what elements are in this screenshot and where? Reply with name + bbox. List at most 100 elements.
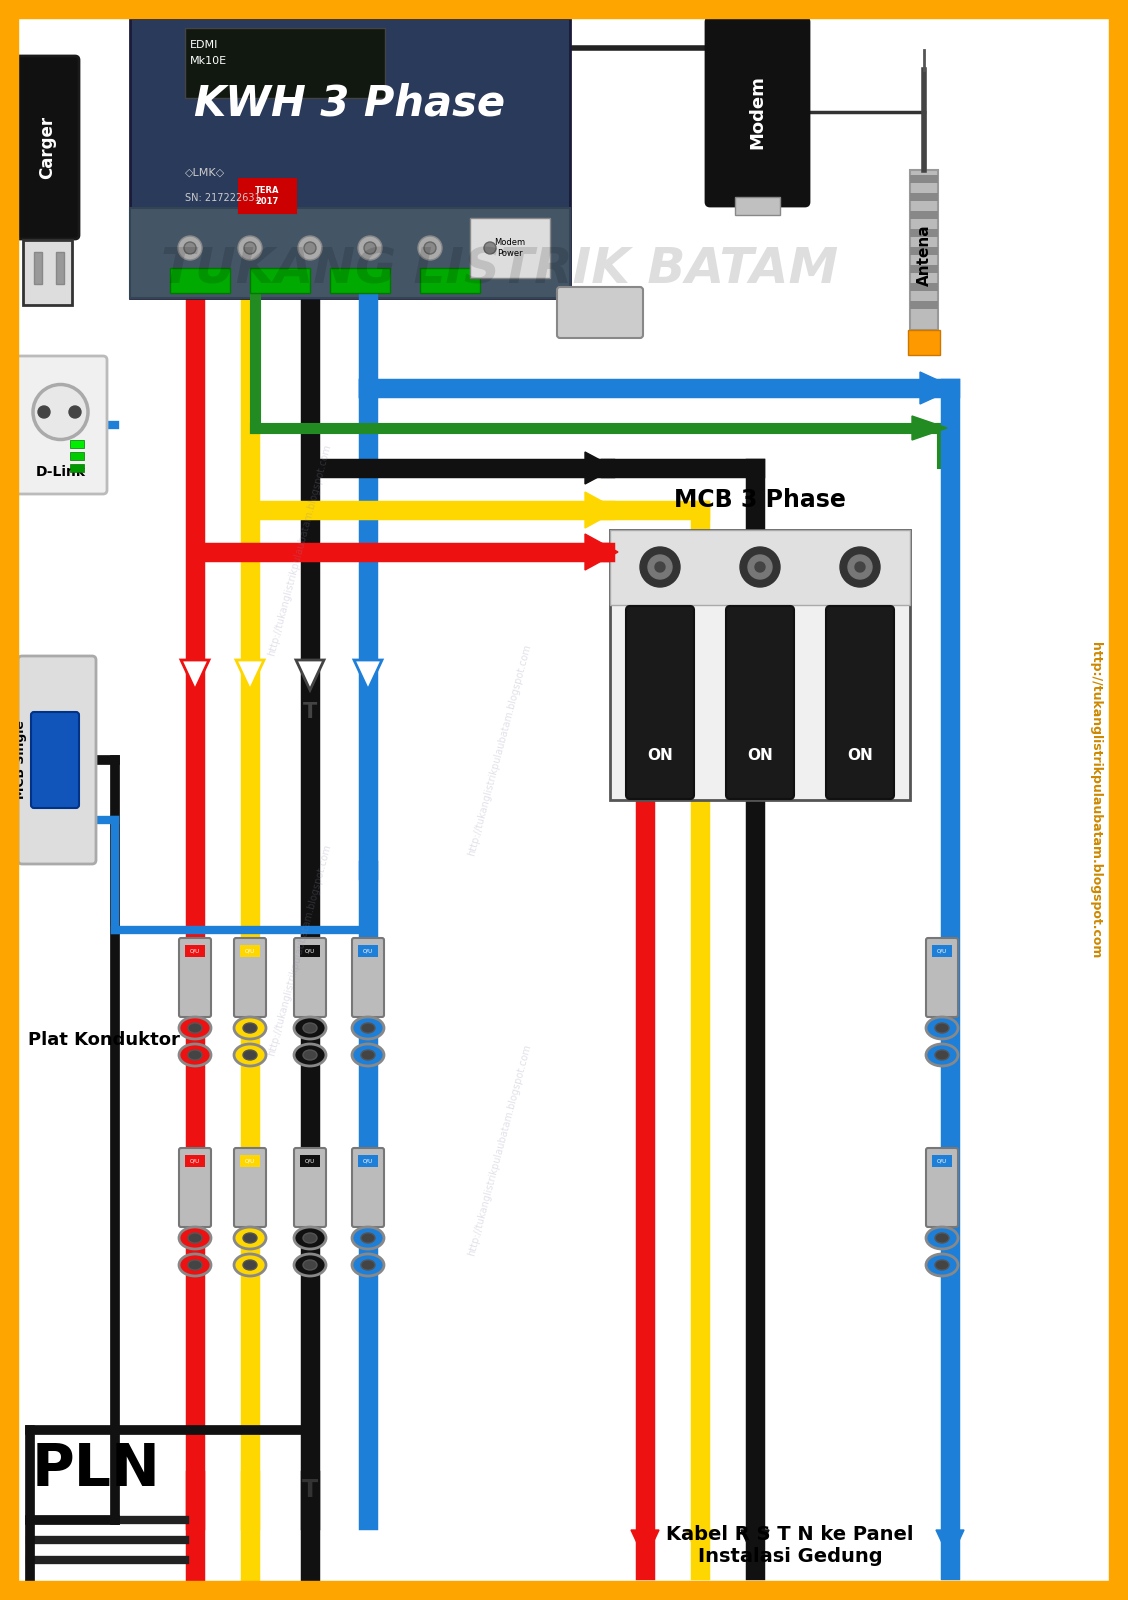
Circle shape — [184, 242, 196, 254]
Bar — [23, 240, 72, 306]
Bar — [910, 194, 938, 202]
Text: O/U: O/U — [363, 1158, 373, 1163]
Bar — [910, 211, 938, 219]
Ellipse shape — [935, 1022, 949, 1034]
Text: http://tukanglistrikpulaubatam.blogspot.com: http://tukanglistrikpulaubatam.blogspot.… — [467, 643, 534, 858]
Text: ◇LMK◇: ◇LMK◇ — [185, 168, 226, 178]
Ellipse shape — [361, 1022, 374, 1034]
Text: http://tukanglistrikpulaubatam.blogspot.com: http://tukanglistrikpulaubatam.blogspot.… — [267, 843, 333, 1058]
Bar — [70, 451, 83, 461]
Text: O/U: O/U — [245, 949, 255, 954]
Text: MCB 3 Phase: MCB 3 Phase — [675, 488, 846, 512]
Text: S: S — [243, 702, 257, 722]
Bar — [932, 1155, 952, 1166]
Polygon shape — [296, 659, 324, 690]
Text: O/U: O/U — [937, 1158, 948, 1163]
Circle shape — [305, 242, 316, 254]
FancyBboxPatch shape — [14, 357, 107, 494]
Bar — [910, 301, 938, 309]
Ellipse shape — [188, 1234, 202, 1243]
Bar — [932, 946, 952, 957]
Text: SN: 217222631: SN: 217222631 — [185, 194, 261, 203]
Bar — [56, 251, 64, 285]
Text: Modem: Modem — [749, 75, 767, 149]
Circle shape — [740, 547, 779, 587]
Text: KWH 3 Phase: KWH 3 Phase — [194, 82, 505, 125]
Text: Plat Konduktor: Plat Konduktor — [28, 1030, 179, 1050]
Bar — [185, 1155, 205, 1166]
Ellipse shape — [352, 1018, 384, 1038]
Bar — [185, 27, 385, 98]
Circle shape — [69, 406, 81, 418]
Circle shape — [748, 555, 772, 579]
FancyBboxPatch shape — [239, 179, 296, 213]
Circle shape — [38, 406, 50, 418]
Bar — [610, 530, 910, 800]
Text: Antena: Antena — [916, 224, 932, 286]
Ellipse shape — [243, 1234, 257, 1243]
Text: http://tukanglistrikpulaubatam.blogspot.com: http://tukanglistrikpulaubatam.blogspot.… — [1089, 642, 1102, 958]
Circle shape — [478, 235, 502, 259]
Bar — [70, 440, 83, 448]
Bar — [240, 946, 259, 957]
Circle shape — [640, 547, 680, 587]
Bar — [420, 267, 481, 293]
Bar — [250, 267, 310, 293]
Polygon shape — [585, 451, 615, 483]
Ellipse shape — [294, 1043, 326, 1066]
Text: ON: ON — [847, 747, 873, 763]
Bar — [910, 266, 938, 274]
Ellipse shape — [233, 1018, 266, 1038]
Ellipse shape — [179, 1254, 211, 1277]
FancyBboxPatch shape — [233, 938, 266, 1018]
FancyBboxPatch shape — [294, 1149, 326, 1227]
Text: O/U: O/U — [190, 1158, 200, 1163]
Ellipse shape — [352, 1043, 384, 1066]
Text: N: N — [358, 1478, 378, 1502]
Text: TUKANG LISTRIK BATAM: TUKANG LISTRIK BATAM — [161, 246, 838, 294]
Ellipse shape — [243, 1022, 257, 1034]
Ellipse shape — [243, 1050, 257, 1059]
Bar — [331, 267, 390, 293]
Ellipse shape — [294, 1018, 326, 1038]
Bar — [910, 283, 938, 291]
Circle shape — [298, 235, 321, 259]
Circle shape — [484, 242, 496, 254]
Circle shape — [655, 562, 666, 573]
Text: http://tukanglistrikpulaubatam.blogspot.com: http://tukanglistrikpulaubatam.blogspot.… — [467, 1043, 534, 1258]
Ellipse shape — [935, 1261, 949, 1270]
Bar — [910, 170, 938, 330]
Ellipse shape — [294, 1254, 326, 1277]
Ellipse shape — [935, 1234, 949, 1243]
FancyBboxPatch shape — [352, 938, 384, 1018]
Text: EDMI: EDMI — [190, 40, 219, 50]
Polygon shape — [180, 659, 209, 690]
Ellipse shape — [361, 1261, 374, 1270]
Ellipse shape — [361, 1050, 374, 1059]
Circle shape — [840, 547, 880, 587]
FancyBboxPatch shape — [233, 1149, 266, 1227]
Text: http://tukanglistrikpulaubatam.blogspot.com: http://tukanglistrikpulaubatam.blogspot.… — [267, 443, 333, 658]
Ellipse shape — [926, 1018, 958, 1038]
Text: R: R — [186, 1478, 204, 1502]
Ellipse shape — [303, 1261, 317, 1270]
Bar — [908, 330, 940, 355]
FancyBboxPatch shape — [30, 712, 79, 808]
Bar — [470, 218, 550, 278]
Text: T: T — [302, 1478, 318, 1502]
Circle shape — [647, 555, 672, 579]
Text: ON: ON — [747, 747, 773, 763]
Bar — [130, 18, 570, 298]
Ellipse shape — [926, 1254, 958, 1277]
Ellipse shape — [179, 1043, 211, 1066]
Bar — [910, 246, 938, 254]
Circle shape — [358, 235, 382, 259]
Text: O/U: O/U — [305, 1158, 315, 1163]
FancyBboxPatch shape — [352, 1149, 384, 1227]
Text: T: T — [303, 702, 317, 722]
Bar — [34, 251, 42, 285]
Circle shape — [178, 235, 202, 259]
Ellipse shape — [935, 1050, 949, 1059]
Bar — [358, 1155, 378, 1166]
Bar — [240, 1155, 259, 1166]
